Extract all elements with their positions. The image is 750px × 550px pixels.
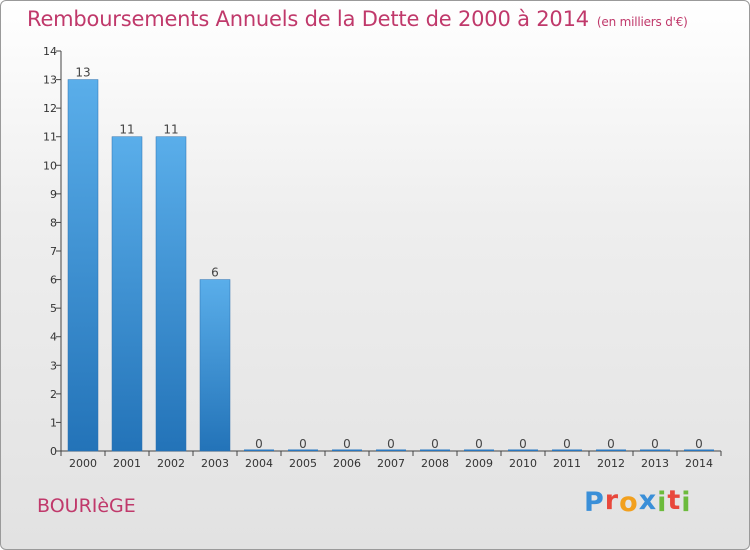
data-label: 0 [563, 437, 571, 451]
x-tick-label: 2007 [377, 457, 405, 470]
y-tick-label: 8 [50, 216, 57, 229]
bar-2012 [596, 449, 626, 451]
bar-2007 [376, 449, 406, 451]
data-label: 0 [519, 437, 527, 451]
x-tick-label: 2002 [157, 457, 185, 470]
y-tick-label: 5 [50, 302, 57, 315]
bar-2013 [640, 449, 670, 451]
y-tick-label: 13 [43, 74, 57, 87]
y-tick-label: 3 [50, 359, 57, 372]
x-tick-label: 2008 [421, 457, 449, 470]
x-tick-label: 2014 [685, 457, 713, 470]
commune-name: BOURIèGE [37, 495, 136, 517]
x-tick-label: 2001 [113, 457, 141, 470]
y-tick-label: 12 [43, 102, 57, 115]
logo-letter: o [619, 487, 639, 518]
logo-letter: P [584, 487, 605, 518]
bar-2008 [420, 449, 450, 451]
data-label: 11 [119, 123, 134, 137]
data-label: 0 [343, 437, 351, 451]
bar-2006 [332, 449, 362, 451]
y-tick-label: 10 [43, 159, 57, 172]
x-tick-label: 2005 [289, 457, 317, 470]
y-tick-label: 11 [43, 131, 57, 144]
chart-title: Remboursements Annuels de la Dette de 20… [27, 7, 688, 31]
x-axis: 2000 2001 2002 2003 2004 2005 2006 2007 2008 2009… [60, 450, 722, 470]
x-tick-label: 2006 [333, 457, 361, 470]
bar-2004 [244, 449, 274, 451]
y-tick-label: 6 [50, 274, 57, 287]
logo-letter: r [604, 485, 620, 516]
x-tick-label: 2004 [245, 457, 273, 470]
data-label: 0 [431, 437, 439, 451]
y-tick-label: 14 [43, 45, 57, 58]
y-tick-label: 1 [50, 416, 57, 429]
data-label: 0 [387, 437, 395, 451]
proxiti-logo: Proxiti [584, 485, 692, 518]
y-tick-label: 4 [50, 331, 57, 344]
data-label: 0 [255, 437, 263, 451]
bar-2010 [508, 449, 538, 451]
bar-2009 [464, 449, 494, 451]
data-label: 0 [475, 437, 483, 451]
logo-letter: i [681, 487, 692, 518]
y-tick-label: 7 [50, 245, 57, 258]
data-label: 6 [211, 266, 219, 280]
x-tick-label: 2010 [509, 457, 537, 470]
bar-2011 [552, 449, 582, 451]
y-tick-label: 0 [50, 445, 57, 458]
data-label: 0 [607, 437, 615, 451]
bar-2005 [288, 449, 318, 451]
data-label: 11 [163, 123, 178, 137]
x-tick-label: 2012 [597, 457, 625, 470]
bar-2002 [155, 136, 187, 452]
logo-letter: x [638, 485, 658, 516]
y-tick-label: 9 [50, 188, 57, 201]
y-tick-label: 2 [50, 388, 57, 401]
data-labels: 13 11 11 6 0 0 0 0 0 0 0 0 0 0 0 [75, 66, 702, 451]
bars [67, 79, 714, 452]
bar-2003 [199, 279, 231, 452]
data-label: 0 [695, 437, 703, 451]
x-tick-label: 2000 [69, 457, 97, 470]
data-label: 0 [651, 437, 659, 451]
x-tick-label: 2011 [553, 457, 581, 470]
x-tick-label: 2013 [641, 457, 669, 470]
chart-title-text: Remboursements Annuels de la Dette de 20… [27, 7, 589, 31]
chart-unit: (en milliers d'€) [596, 15, 688, 29]
logo-letter: i [657, 487, 668, 518]
bar-2001 [111, 136, 143, 452]
data-label: 0 [299, 437, 307, 451]
x-tick-label: 2009 [465, 457, 493, 470]
bar-2014 [684, 449, 714, 451]
bar-2000 [67, 79, 99, 452]
logo-letter: t [667, 485, 682, 516]
data-label: 13 [75, 66, 90, 80]
x-tick-label: 2003 [201, 457, 229, 470]
